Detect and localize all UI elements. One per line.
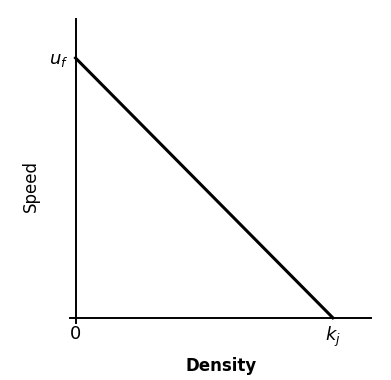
Y-axis label: Speed: Speed bbox=[22, 160, 40, 212]
X-axis label: Density: Density bbox=[185, 357, 256, 375]
